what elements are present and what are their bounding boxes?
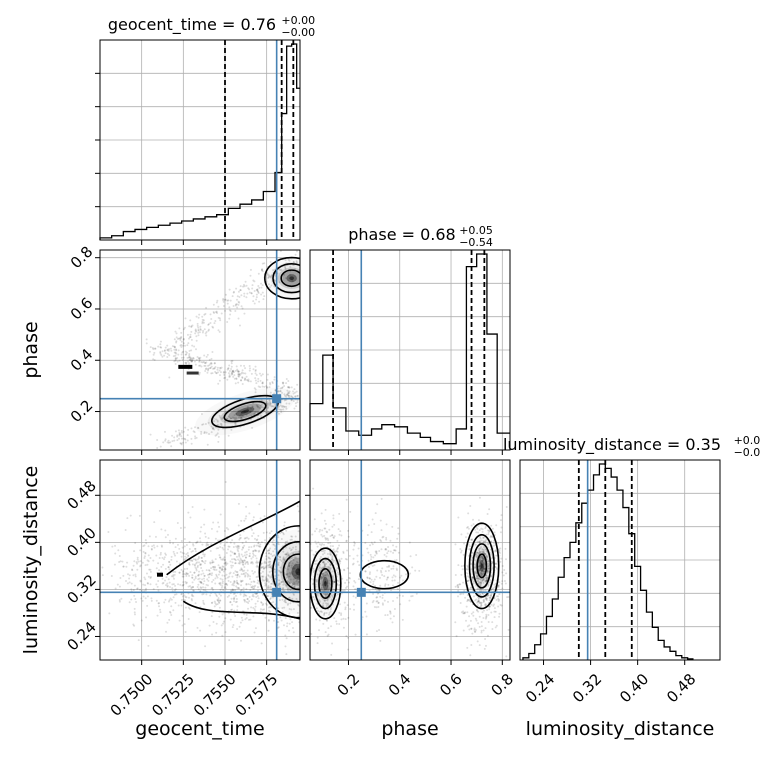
contour-line bbox=[318, 568, 333, 600]
lower-mode bbox=[207, 393, 283, 430]
gridlines bbox=[543, 460, 686, 660]
y-tick-label: 0.24 bbox=[63, 618, 99, 654]
gridlines bbox=[310, 460, 510, 660]
main-mode bbox=[258, 525, 300, 619]
contour-line bbox=[280, 269, 300, 288]
density-level bbox=[324, 580, 327, 587]
panel-content bbox=[310, 460, 510, 660]
gridlines bbox=[100, 250, 300, 450]
left-mode bbox=[310, 547, 342, 620]
right-mode bbox=[464, 522, 500, 610]
histogram-geocent_time: geocent_time = 0.76 +0.00−0.00 bbox=[95, 14, 315, 245]
histogram-step bbox=[99, 43, 300, 240]
x-tick-label: 0.2 bbox=[334, 670, 364, 700]
x-tick-label: 0.24 bbox=[522, 670, 558, 706]
title-upper-error: +0.00 bbox=[281, 14, 315, 27]
gridlines bbox=[310, 282, 510, 418]
title-upper-error: +0.05 bbox=[459, 224, 493, 237]
gridlines bbox=[520, 492, 720, 628]
contour-line bbox=[359, 559, 410, 590]
x-axis-label-luminosity_distance: luminosity_distance bbox=[526, 718, 715, 740]
title-lower-error: −0.05 bbox=[734, 446, 760, 459]
gridlines bbox=[141, 40, 268, 240]
x-axis-label-geocent_time: geocent_time bbox=[135, 718, 264, 740]
density-level bbox=[480, 563, 483, 569]
gridlines bbox=[100, 460, 300, 660]
upper-mode bbox=[264, 256, 300, 300]
density-level bbox=[286, 557, 300, 586]
panel-content bbox=[100, 250, 300, 450]
contour-line bbox=[223, 400, 267, 423]
panel-frame bbox=[309, 459, 511, 661]
contour-line bbox=[476, 553, 488, 579]
contour-line bbox=[166, 500, 300, 576]
x-tick-label: 0.40 bbox=[616, 670, 652, 706]
density-level bbox=[289, 276, 294, 281]
x-tick-label: 0.7500 bbox=[107, 670, 157, 720]
truth-marker bbox=[272, 587, 282, 597]
x-tick-label: 0.7550 bbox=[190, 670, 240, 720]
density-peak bbox=[157, 572, 163, 577]
x-tick-label: 0.8 bbox=[487, 670, 517, 700]
panel-frame bbox=[519, 459, 721, 661]
x-tick-label: 0.7525 bbox=[148, 670, 198, 720]
contour-line bbox=[313, 557, 338, 610]
contour-line bbox=[272, 540, 300, 603]
contour-line bbox=[272, 263, 300, 294]
panel-frame bbox=[309, 249, 511, 451]
contour-line bbox=[464, 522, 500, 610]
y-tick-label: 0.40 bbox=[63, 524, 99, 560]
contour-line bbox=[310, 547, 342, 620]
density-peak bbox=[178, 364, 193, 369]
contour-line bbox=[182, 600, 300, 620]
density-level bbox=[295, 568, 300, 576]
title-lower-error: −0.54 bbox=[459, 236, 493, 249]
histogram-luminosity_distance: 0.24 0.32 0.40 0.48 luminosity_distance = 0.… bbox=[503, 434, 760, 706]
panel-phase-vs-geocent_time: 0.2 0.4 0.6 0.8 bbox=[67, 243, 301, 455]
y-tick-label: 0.48 bbox=[63, 477, 99, 513]
histogram-phase: phase = 0.68 +0.05−0.54 bbox=[309, 224, 511, 455]
panel-frame bbox=[99, 459, 301, 661]
title-lower-error: −0.00 bbox=[281, 26, 315, 39]
y-tick-label: 0.32 bbox=[63, 571, 99, 607]
truth-marker bbox=[356, 587, 366, 597]
y-tick-label: 0.8 bbox=[67, 243, 97, 273]
contour-line bbox=[264, 256, 300, 300]
histogram-title: luminosity_distance = 0.35 bbox=[503, 435, 721, 455]
contour-line bbox=[468, 534, 495, 598]
contour-line bbox=[282, 553, 300, 591]
y-tick-label: 0.4 bbox=[67, 345, 97, 375]
gridlines bbox=[100, 72, 300, 208]
x-tick-label: 0.32 bbox=[569, 670, 605, 706]
y-axis-label-luminosity_distance: luminosity_distance bbox=[20, 466, 42, 655]
x-tick-label: 0.6 bbox=[436, 670, 466, 700]
histogram-title: phase = 0.68 bbox=[348, 225, 455, 244]
gridlines bbox=[348, 250, 503, 450]
y-axis-label-phase: phase bbox=[20, 321, 42, 378]
density-level bbox=[280, 550, 300, 593]
truth-marker bbox=[272, 394, 282, 404]
x-tick-label: 0.48 bbox=[663, 670, 699, 706]
histogram-step bbox=[309, 253, 510, 450]
title-upper-error: +0.04 bbox=[734, 434, 760, 447]
panel-frame bbox=[99, 249, 301, 451]
panel-content bbox=[100, 460, 300, 660]
scatter-points bbox=[310, 487, 510, 658]
x-axis-label-phase: phase bbox=[381, 718, 438, 740]
contour-line bbox=[472, 543, 492, 589]
density-peak bbox=[186, 371, 199, 375]
x-tick-label: 0.7575 bbox=[232, 670, 282, 720]
density-level bbox=[240, 409, 250, 414]
panel-luminosity_distance-vs-phase: 0.2 0.4 0.6 0.8 bbox=[305, 459, 517, 700]
histogram-title: geocent_time = 0.76 bbox=[108, 15, 276, 35]
y-tick-label: 0.2 bbox=[67, 396, 97, 426]
x-tick-label: 0.4 bbox=[385, 670, 415, 700]
y-tick-label: 0.6 bbox=[67, 294, 97, 324]
